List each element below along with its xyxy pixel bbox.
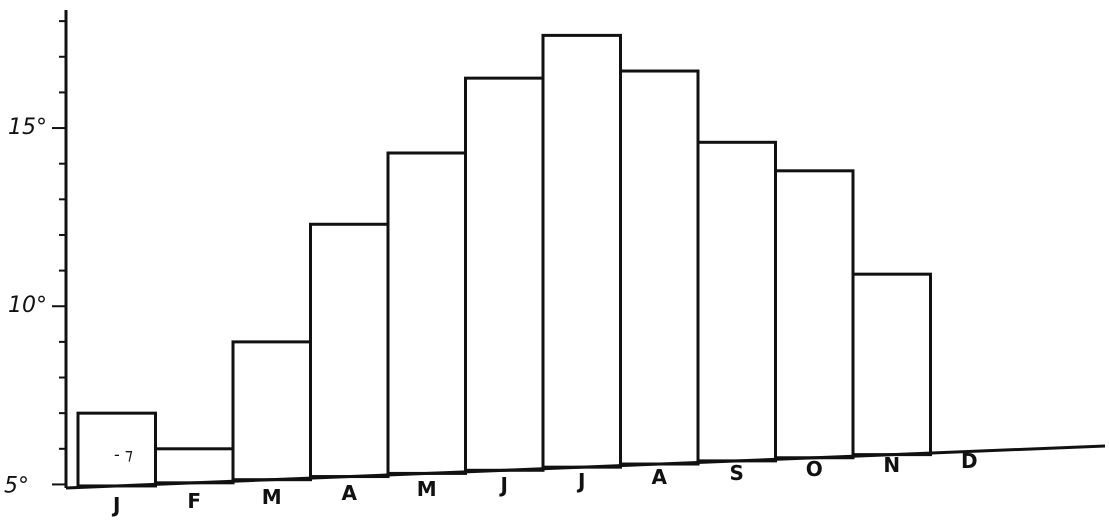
y-tick-label: 10°	[8, 293, 47, 318]
x-category-label: N	[883, 453, 900, 477]
y-tick-label: 15°	[8, 115, 47, 140]
bar-5	[386, 151, 467, 475]
bar-3	[231, 340, 312, 482]
y-axis-ticks: 5° 10° 15°	[4, 20, 66, 498]
bar-10	[774, 169, 855, 460]
bar-9	[696, 140, 777, 463]
x-category-label: J	[499, 473, 508, 497]
y-tick-label: 5°	[4, 473, 29, 498]
bar-11	[851, 272, 932, 457]
bar-7	[541, 33, 622, 469]
bar-annotation: - ⁊	[114, 445, 133, 464]
x-category-label: J	[111, 493, 120, 517]
x-category-label: D	[961, 449, 978, 473]
x-category-label: A	[652, 465, 668, 489]
bar-4	[309, 222, 390, 479]
x-category-label: A	[342, 481, 358, 505]
bar-6	[464, 76, 545, 472]
bars	[76, 33, 932, 488]
bar-8	[619, 69, 700, 466]
x-category-label: M	[262, 485, 282, 509]
bar-2	[154, 447, 235, 485]
x-axis	[65, 444, 1106, 490]
x-category-label: M	[417, 477, 437, 501]
x-category-label: F	[187, 489, 201, 513]
x-category-label: O	[806, 457, 823, 481]
x-category-label: S	[730, 461, 744, 485]
category-labels: J F M A M J J A S O N D	[111, 449, 978, 517]
x-category-label: J	[576, 469, 585, 493]
